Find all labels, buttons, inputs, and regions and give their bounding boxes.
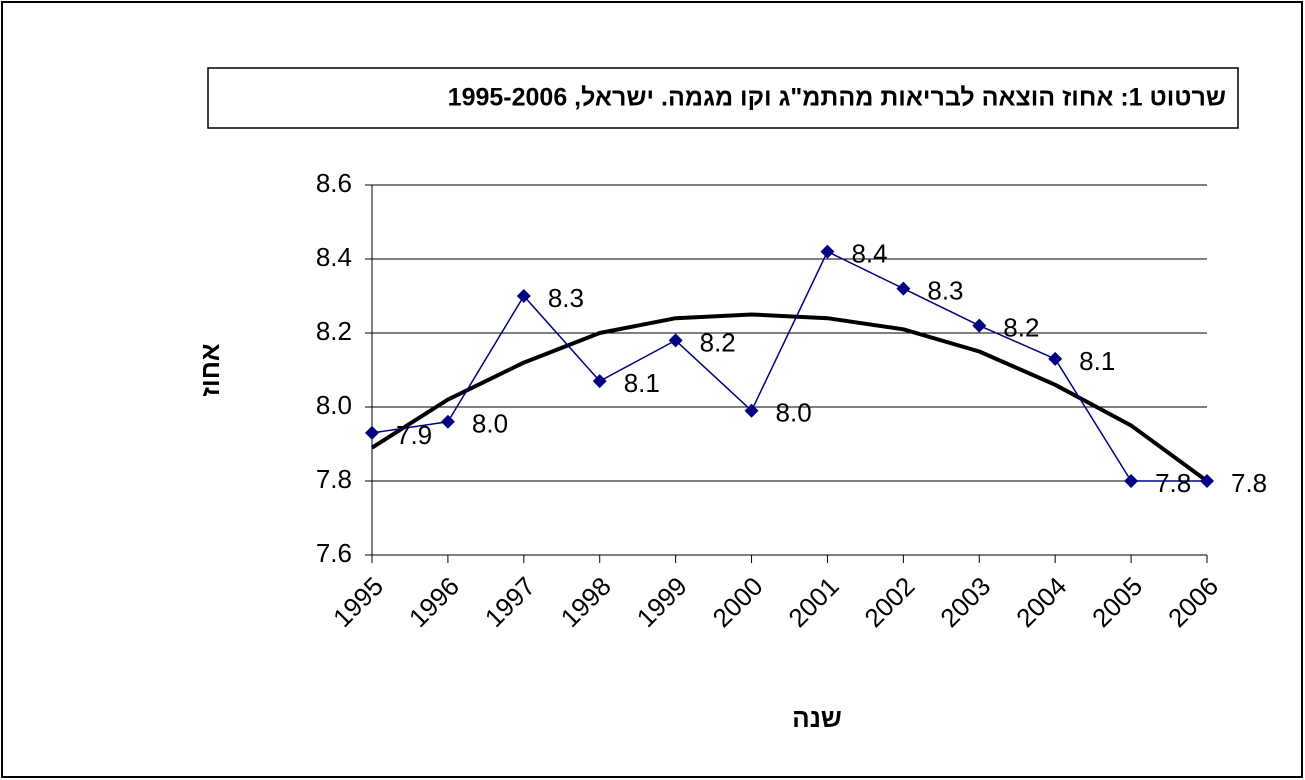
data-label: 8.2 [700, 327, 736, 357]
data-label: 8.3 [927, 275, 963, 305]
data-label: 8.3 [548, 283, 584, 313]
marker [1048, 351, 1063, 366]
data-label: 8.0 [472, 409, 508, 439]
data-label: 8.1 [624, 368, 660, 398]
data-line [371, 250, 1207, 482]
y-axis-title: אחוז [195, 343, 225, 397]
y-tick-label: 7.6 [316, 538, 352, 568]
y-tick-label: 8.4 [316, 242, 352, 272]
y-tick-label: 8.0 [316, 390, 352, 420]
marker [592, 374, 607, 389]
marker [1200, 474, 1214, 488]
data-label: 8.0 [776, 398, 812, 428]
data-label: 8.2 [1003, 312, 1039, 342]
data-label: 7.8 [1155, 468, 1191, 498]
marker [896, 281, 911, 296]
title-box [207, 67, 1239, 129]
marker [516, 289, 531, 303]
trend-line [370, 312, 1209, 483]
y-tick-label: 7.8 [316, 464, 352, 494]
marker [744, 403, 759, 418]
marker [440, 414, 455, 429]
marker [972, 318, 987, 333]
x-axis-title: שנה [792, 703, 842, 733]
data-label: 8.4 [851, 238, 887, 268]
y-tick-label: 8.2 [316, 316, 352, 346]
marker [1124, 474, 1139, 488]
marker [820, 244, 835, 259]
marker [365, 425, 379, 440]
data-label: 8.1 [1079, 346, 1115, 376]
data-label: 7.9 [396, 420, 432, 450]
y-tick-label: 8.6 [316, 168, 352, 198]
chart-title: שרטוט 1: אחוז הוצאה לבריאות מהתמ"ג וקו מ… [448, 84, 1226, 112]
data-label: 7.8 [1231, 468, 1267, 498]
marker [668, 333, 683, 348]
